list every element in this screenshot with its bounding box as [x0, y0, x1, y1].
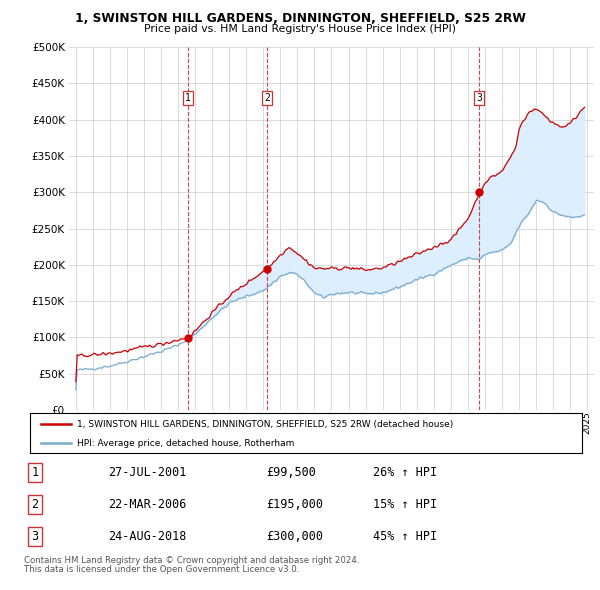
Text: £195,000: £195,000: [266, 498, 323, 511]
Text: 3: 3: [476, 93, 482, 103]
Text: Price paid vs. HM Land Registry's House Price Index (HPI): Price paid vs. HM Land Registry's House …: [144, 24, 456, 34]
Text: 26% ↑ HPI: 26% ↑ HPI: [373, 466, 437, 479]
Text: 15% ↑ HPI: 15% ↑ HPI: [373, 498, 437, 511]
Text: 3: 3: [31, 530, 38, 543]
Text: 24-AUG-2018: 24-AUG-2018: [108, 530, 187, 543]
Text: 27-JUL-2001: 27-JUL-2001: [108, 466, 187, 479]
Text: 1: 1: [185, 93, 191, 103]
Text: This data is licensed under the Open Government Licence v3.0.: This data is licensed under the Open Gov…: [24, 565, 299, 574]
Text: 22-MAR-2006: 22-MAR-2006: [108, 498, 187, 511]
Text: 1: 1: [31, 466, 38, 479]
Text: 2: 2: [31, 498, 38, 511]
Text: £99,500: £99,500: [266, 466, 316, 479]
Text: 1, SWINSTON HILL GARDENS, DINNINGTON, SHEFFIELD, S25 2RW (detached house): 1, SWINSTON HILL GARDENS, DINNINGTON, SH…: [77, 419, 453, 429]
Text: Contains HM Land Registry data © Crown copyright and database right 2024.: Contains HM Land Registry data © Crown c…: [24, 556, 359, 565]
Text: HPI: Average price, detached house, Rotherham: HPI: Average price, detached house, Roth…: [77, 438, 294, 448]
Text: 1, SWINSTON HILL GARDENS, DINNINGTON, SHEFFIELD, S25 2RW: 1, SWINSTON HILL GARDENS, DINNINGTON, SH…: [74, 12, 526, 25]
Text: 2: 2: [264, 93, 270, 103]
Text: £300,000: £300,000: [266, 530, 323, 543]
Text: 45% ↑ HPI: 45% ↑ HPI: [373, 530, 437, 543]
